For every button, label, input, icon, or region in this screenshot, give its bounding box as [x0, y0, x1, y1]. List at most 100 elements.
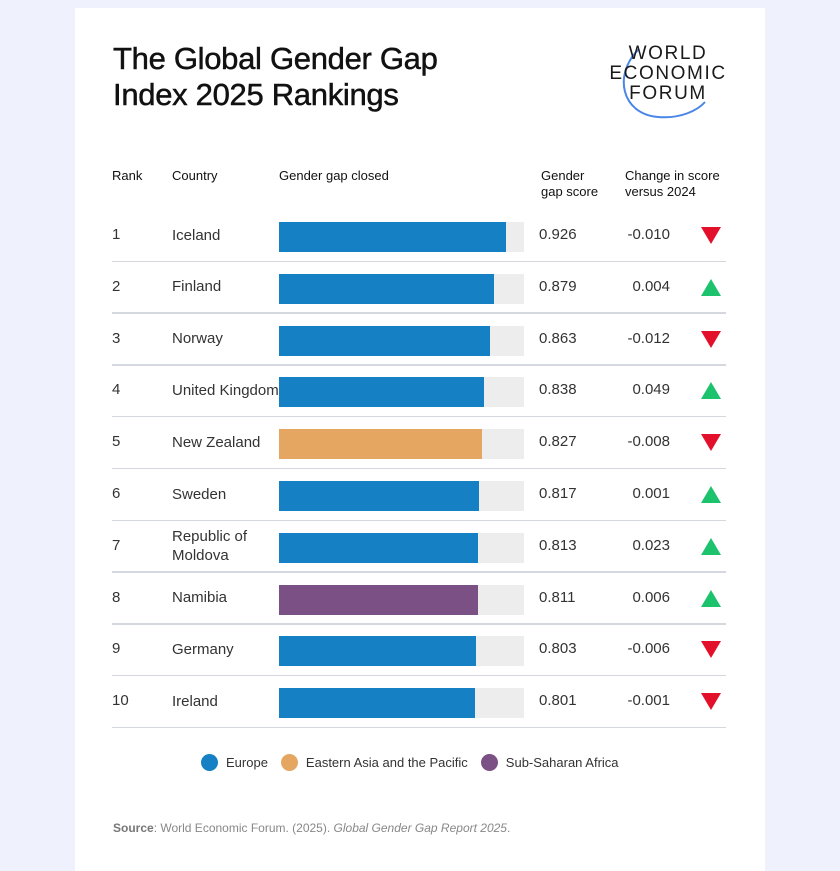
bar-track — [279, 584, 524, 615]
rank-value: 2 — [112, 277, 121, 295]
country-label: Republic of Moldova — [172, 527, 248, 564]
legend-item-sub-saharan-africa: Sub-Saharan Africa — [480, 754, 619, 771]
rank-value: 3 — [112, 329, 121, 347]
change-value: -0.001 — [627, 692, 670, 710]
bar-fill — [279, 688, 476, 719]
bar-fill — [279, 481, 480, 511]
table-row: 10 Ireland 0.801 -0.001 — [112, 676, 726, 729]
bar-fill — [279, 429, 482, 460]
bar-track — [279, 636, 524, 667]
score-value: 0.813 — [539, 536, 577, 554]
change-value: 0.004 — [632, 277, 670, 295]
chart-title: The Global Gender Gap Index 2025 Ranking… — [113, 41, 438, 113]
table-row: 8 Namibia 0.811 0.006 — [112, 573, 726, 625]
country-label: Ireland — [172, 692, 218, 710]
table-row: 2 Finland 0.879 0.004 — [112, 262, 726, 314]
wef-logo: WORLD ECONOMIC FORUM — [603, 34, 733, 124]
country-label: Namibia — [172, 589, 228, 607]
header-gender-gap-closed: Gender gap closed — [279, 168, 389, 183]
bar-fill — [279, 584, 478, 615]
change-value: -0.010 — [627, 226, 670, 243]
arrow-up-icon — [701, 486, 721, 503]
score-value: 0.817 — [539, 485, 577, 502]
row-divider — [112, 415, 726, 418]
logo-line-1: WORLD — [628, 43, 708, 64]
logo-arc-icon — [622, 48, 706, 119]
bar-track — [279, 481, 524, 511]
source-text: : World Economic Forum. (2025). — [153, 821, 334, 835]
score-value: 0.879 — [539, 277, 577, 295]
bar-track — [279, 532, 524, 563]
legend-label-europe: Europe — [226, 755, 268, 770]
header-score-line-2: gap score — [541, 184, 599, 199]
source-note: Source: World Economic Forum. (2025). Gl… — [113, 821, 510, 835]
title-line-2: Index 2025 Rankings — [113, 77, 399, 113]
score-value: 0.803 — [539, 640, 577, 658]
country-label: Sweden — [172, 485, 227, 503]
rank-value: 5 — [112, 433, 121, 451]
arrow-up-icon — [701, 537, 721, 555]
bar-track — [279, 429, 524, 460]
arrow-down-icon — [701, 434, 721, 452]
bar-track — [279, 688, 524, 719]
row-divider — [112, 312, 726, 314]
legend-swatch-europe — [201, 754, 218, 771]
country-label: Germany — [172, 640, 234, 658]
arrow-up-icon — [701, 589, 721, 607]
arrow-up-icon — [701, 278, 721, 296]
bar-fill — [279, 222, 506, 252]
legend-label-sub-saharan-africa: Sub-Saharan Africa — [505, 755, 619, 770]
change-value: 0.049 — [632, 381, 670, 399]
country-name: Namibia — [172, 573, 282, 623]
arrow-down-icon — [701, 641, 721, 659]
country-name: New Zealand — [172, 417, 282, 467]
title-line-1: The Global Gender Gap — [113, 41, 438, 77]
change-value: -0.012 — [627, 329, 670, 347]
bar-fill — [279, 325, 491, 356]
rank-value: 9 — [112, 640, 121, 658]
row-divider — [112, 726, 726, 729]
row-divider — [112, 260, 726, 262]
rank-value: 4 — [112, 381, 121, 399]
legend-label-eastern-asia-pacific: Eastern Asia and the Pacific — [305, 755, 468, 770]
legend-swatch-eastern-asia-pacific — [280, 754, 298, 771]
legend-item-eastern-asia-pacific: Eastern Asia and the Pacific — [280, 754, 468, 771]
header-country: Country — [172, 168, 218, 183]
change-value: -0.008 — [627, 433, 670, 451]
change-value: 0.023 — [632, 536, 670, 554]
legend-item-europe: Europe — [201, 754, 268, 771]
country-name: Sweden — [172, 469, 282, 519]
rank-value: 7 — [112, 536, 121, 554]
score-value: 0.926 — [539, 226, 577, 243]
score-value: 0.801 — [539, 692, 577, 710]
header-change-line-1: Change in score — [625, 168, 720, 183]
country-name: United Kingdom — [172, 365, 282, 415]
bar-track — [279, 222, 524, 252]
country-label: Finland — [172, 278, 222, 296]
rank-value: 8 — [112, 588, 121, 606]
arrow-down-icon — [701, 227, 721, 244]
country-name: Ireland — [172, 676, 282, 726]
table-row: 7 Republic of Moldova 0.813 0.023 — [112, 521, 726, 573]
arrow-down-icon — [701, 693, 721, 711]
row-divider — [112, 571, 726, 573]
table-row: 4 United Kingdom 0.838 0.049 — [112, 365, 726, 418]
row-divider — [112, 467, 726, 470]
header-change: Change in score versus 2024 — [625, 168, 720, 200]
country-label: Norway — [172, 330, 223, 348]
table-row: 9 Germany 0.803 -0.006 — [112, 624, 726, 677]
bar-fill — [279, 532, 479, 563]
row-divider — [112, 623, 726, 625]
rank-value: 10 — [112, 692, 129, 710]
legend-swatch-sub-saharan-africa — [480, 754, 498, 771]
arrow-up-icon — [701, 382, 721, 400]
table-row: 3 Norway 0.863 -0.012 — [112, 314, 726, 366]
bar-fill — [279, 273, 495, 304]
table-row: 5 New Zealand 0.827 -0.008 — [112, 417, 726, 470]
score-value: 0.811 — [539, 588, 576, 606]
score-value: 0.827 — [539, 433, 577, 451]
row-divider — [112, 364, 726, 366]
country-name: Republic of Moldova — [172, 521, 282, 571]
bar-fill — [279, 636, 476, 667]
row-divider — [112, 519, 726, 521]
